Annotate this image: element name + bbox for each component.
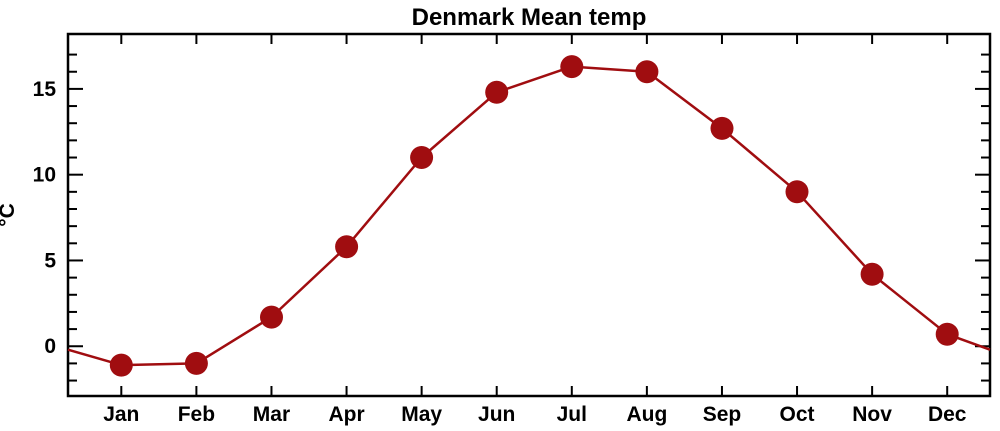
x-tick-label: Mar bbox=[253, 403, 290, 426]
y-axis-label: °C bbox=[0, 203, 19, 227]
data-point-marker bbox=[935, 322, 959, 346]
axis-tick-labels-group: Jan Feb Mar Apr May Jun Jul Aug Sep Oct Nov Dec 0 5 10… bbox=[33, 78, 967, 426]
axis-ticks-group bbox=[68, 34, 990, 396]
x-tick-label: Jun bbox=[478, 403, 515, 426]
data-point-marker bbox=[635, 60, 659, 84]
y-tick-label: 0 bbox=[44, 335, 56, 358]
x-tick-label: Feb bbox=[178, 403, 215, 426]
data-point-marker bbox=[410, 146, 434, 169]
x-tick-label: Jan bbox=[103, 403, 139, 426]
x-tick-label: Apr bbox=[328, 403, 364, 426]
plot-frame-group bbox=[66, 32, 992, 398]
chart-title: Denmark Mean temp bbox=[412, 4, 647, 31]
data-point-marker bbox=[485, 80, 509, 104]
x-tick-label: Oct bbox=[780, 403, 815, 426]
x-tick-label: Jul bbox=[557, 403, 587, 426]
data-point-marker bbox=[260, 305, 283, 329]
data-point-marker bbox=[860, 262, 884, 286]
y-tick-label: 5 bbox=[44, 249, 56, 272]
data-point-marker bbox=[184, 351, 208, 375]
data-point-marker bbox=[109, 353, 133, 377]
x-tick-label: Aug bbox=[626, 403, 667, 426]
x-tick-label: Nov bbox=[852, 403, 892, 426]
y-tick-label: 10 bbox=[33, 164, 56, 187]
x-tick-label: May bbox=[401, 403, 442, 426]
data-point-marker bbox=[710, 116, 734, 140]
y-tick-label: 15 bbox=[33, 78, 57, 101]
data-point-marker bbox=[335, 235, 359, 259]
temperature-line bbox=[67, 65, 991, 367]
x-tick-label: Dec bbox=[928, 403, 967, 426]
data-series-group bbox=[67, 55, 991, 377]
x-tick-label: Sep bbox=[703, 403, 742, 426]
data-point-marker bbox=[560, 55, 584, 79]
plot-frame bbox=[66, 32, 992, 398]
data-point-marker bbox=[785, 180, 809, 204]
